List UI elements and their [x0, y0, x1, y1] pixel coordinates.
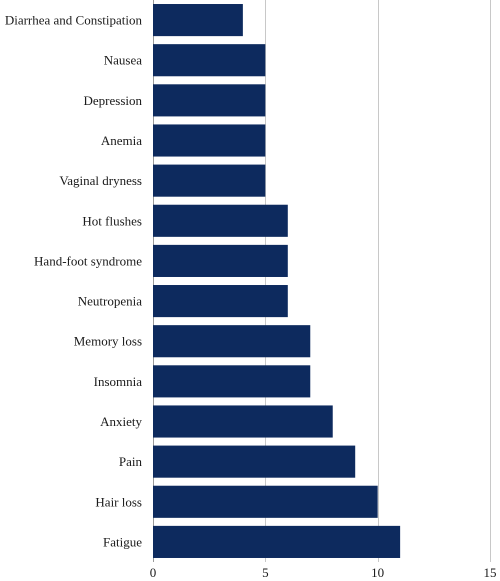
x-tick-label-10: 10 [371, 565, 384, 580]
category-label-hot-flushes: Hot flushes [82, 213, 142, 228]
bar-hot-flushes [153, 204, 288, 237]
category-label-depression: Depression [84, 93, 143, 108]
bar-memory-loss [153, 325, 311, 358]
category-label-anemia: Anemia [101, 133, 142, 148]
category-labels-layer: Diarrhea and Constipation Nausea Depressio… [5, 13, 143, 550]
x-tick-label-0: 0 [150, 565, 157, 580]
category-label-nausea: Nausea [104, 53, 142, 68]
bar-fatigue [153, 525, 401, 558]
category-label-neutropenia: Neutropenia [78, 294, 142, 309]
bar-diarrhea-and-constipation [153, 4, 243, 37]
category-label-fatigue: Fatigue [103, 534, 142, 549]
x-tick-labels-layer: 0 5 10 15 [150, 565, 497, 580]
category-label-memory-loss: Memory loss [74, 334, 142, 349]
bar-vaginal-dryness [153, 164, 266, 197]
bar-insomnia [153, 365, 311, 398]
x-tick-label-5: 5 [262, 565, 269, 580]
bar-anemia [153, 124, 266, 157]
category-label-hand-foot-syndrome: Hand-foot syndrome [34, 253, 142, 268]
bar-depression [153, 84, 266, 117]
category-label-hair-loss: Hair loss [95, 494, 142, 509]
category-label-anxiety: Anxiety [100, 414, 142, 429]
bar-anxiety [153, 405, 333, 438]
bars-layer [153, 4, 401, 558]
bar-nausea [153, 44, 266, 77]
bar-neutropenia [153, 285, 288, 318]
x-tick-label-15: 15 [484, 565, 497, 580]
bar-pain [153, 445, 356, 478]
bar-hand-foot-syndrome [153, 244, 288, 277]
category-label-pain: Pain [119, 454, 143, 469]
category-label-diarrhea-and-constipation: Diarrhea and Constipation [5, 13, 143, 28]
category-label-insomnia: Insomnia [94, 374, 143, 389]
category-label-vaginal-dryness: Vaginal dryness [59, 173, 142, 188]
bar-hair-loss [153, 485, 378, 518]
